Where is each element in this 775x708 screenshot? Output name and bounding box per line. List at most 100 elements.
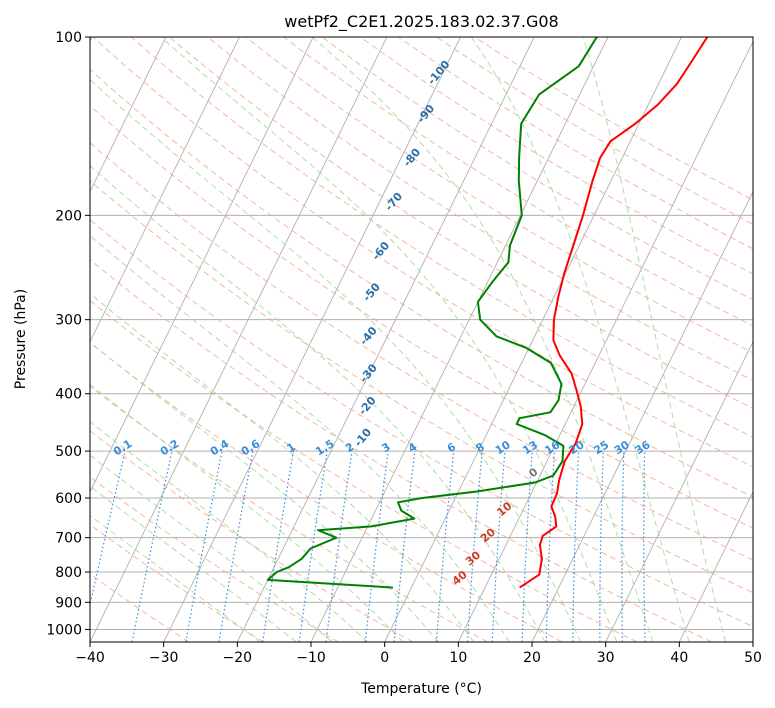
moist-adiabat-line — [582, 37, 727, 642]
dry-adiabat-line — [169, 37, 753, 409]
isotherm-line — [457, 40, 753, 642]
plot-frame — [89, 36, 754, 643]
moist-adiabat-line — [90, 341, 439, 642]
mixing-ratio-line — [572, 451, 580, 642]
dry-adiabat-line — [360, 37, 753, 275]
moist-adiabat-line — [90, 420, 369, 642]
dry-adiabat-label: 40 — [450, 568, 470, 588]
plot-area: 0.1 0.2 0.4 0.6 1 1.5 2 3 4 6 8 10 13 16 20 25 30 36-100-… — [90, 37, 753, 642]
mixing-ratio-label: 25 — [591, 438, 611, 457]
y-tick-label: 500 — [55, 444, 82, 460]
moist-adiabat-label: -20 — [356, 394, 379, 418]
mixing-ratio-line — [545, 451, 555, 642]
dry-adiabat-line — [90, 342, 563, 642]
moist-adiabat-line — [470, 37, 690, 642]
dry-adiabat-line — [90, 142, 753, 561]
dry-adiabat-line — [207, 37, 753, 381]
x-tick-label: 10 — [449, 650, 467, 666]
dry-adiabat-line — [90, 299, 638, 642]
mixing-ratio-label: 30 — [612, 438, 632, 457]
x-tick-label: 40 — [670, 650, 688, 666]
dry-adiabat-label: 20 — [478, 525, 498, 545]
mixing-ratio-line — [185, 450, 223, 642]
dry-adiabat-label: 10 — [494, 499, 514, 519]
x-axis-label: Temperature (°C) — [360, 681, 482, 697]
isotherm-line — [384, 37, 682, 642]
x-tick-label: 0 — [380, 650, 389, 666]
mixing-ratio-label: 3 — [379, 440, 392, 455]
moist-adiabat-line — [90, 514, 261, 642]
dry-adiabat-line — [90, 573, 190, 642]
mixing-ratio-label: 8 — [473, 440, 486, 455]
y-axis-label: Pressure (hPa) — [13, 289, 29, 389]
isotherm-line — [90, 37, 388, 642]
y-tick-label: 1000 — [46, 622, 82, 638]
temperature-profile-line — [519, 37, 709, 589]
mixing-ratio-line — [325, 451, 353, 642]
dry-adiabat-line — [90, 105, 753, 529]
isotherm-line — [752, 640, 753, 642]
dry-adiabat-line — [130, 37, 753, 438]
dry-adiabat-line — [90, 180, 753, 594]
mixing-ratio-line — [599, 451, 604, 642]
mixing-ratio-label: 4 — [406, 440, 420, 455]
mixing-ratio-label: 1 — [284, 440, 297, 455]
mixing-ratio-line — [435, 451, 455, 642]
isotherm-line — [163, 37, 461, 642]
dry-adiabat-line — [90, 68, 753, 498]
y-tick-label: 300 — [55, 313, 82, 329]
moist-adiabat-line — [90, 485, 297, 642]
isotherm-line — [90, 37, 240, 343]
sounding-series — [266, 37, 709, 589]
moist-adiabats — [90, 37, 727, 642]
mixing-ratio-line — [218, 450, 254, 642]
mixing-ratio-label: 6 — [445, 440, 459, 455]
pressure-gridlines — [90, 37, 753, 630]
isotherm-line — [236, 37, 535, 642]
y-tick-label: 400 — [55, 387, 82, 403]
y-tick-label: 600 — [55, 491, 82, 507]
mixing-ratio-label: 0.6 — [239, 437, 263, 459]
mixing-ratio-lines — [90, 450, 646, 642]
moist-adiabat-line — [312, 37, 654, 642]
x-tick-label: −40 — [75, 650, 105, 666]
dry-adiabat-line — [321, 37, 753, 301]
mixing-ratio-line — [491, 451, 506, 642]
mixing-ratio-line — [298, 451, 328, 642]
dry-adiabat-line — [90, 385, 488, 642]
isotherm-line — [90, 37, 314, 493]
mixing-ratio-label: 1.5 — [313, 437, 336, 458]
dry-adiabats — [90, 37, 753, 642]
mixing-ratio-label: 0.4 — [208, 437, 232, 459]
dry-adiabat-line — [90, 524, 264, 642]
y-tick-label: 900 — [55, 595, 82, 611]
moist-adiabat-label: -30 — [357, 361, 380, 385]
dry-adiabat-line — [90, 258, 712, 642]
mixing-ratio-label: 10 — [493, 438, 513, 457]
moist-adiabat-label: -10 — [352, 426, 375, 450]
dry-adiabat-line — [90, 430, 414, 642]
isotherm-line — [531, 190, 753, 642]
dry-adiabat-line — [90, 218, 753, 628]
mixing-ratio-label: 36 — [633, 438, 653, 457]
mixing-ratio-line — [90, 450, 126, 608]
moist-adiabat-line — [160, 37, 618, 642]
mixing-ratio-line — [621, 451, 625, 642]
x-tick-label: −10 — [296, 650, 326, 666]
x-tick-label: −30 — [149, 650, 179, 666]
dry-adiabat-line — [90, 476, 339, 642]
dry-adiabat-line — [474, 37, 753, 201]
mixing-ratio-line — [262, 450, 295, 642]
isotherm-line — [605, 340, 753, 642]
x-tick-label: −20 — [223, 650, 253, 666]
dry-adiabat-line — [245, 37, 753, 354]
moist-adiabat-label: -100 — [425, 58, 453, 88]
y-tick-label: 700 — [55, 531, 82, 547]
y-tick-label: 200 — [55, 208, 82, 224]
x-tick-label: 20 — [523, 650, 541, 666]
dewpoint-profile-line — [266, 37, 598, 589]
x-axis-ticks: −40 −30 −20 −10 0 10 20 30 40 50 — [75, 642, 762, 666]
moist-adiabat-label: -90 — [415, 102, 438, 126]
isotherm-line — [678, 490, 753, 642]
